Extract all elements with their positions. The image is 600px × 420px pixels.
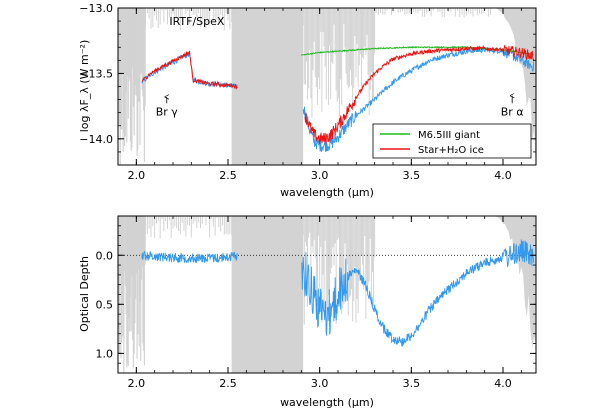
top-panel: 2.0 2.5 3.0 3.5 4.0 −14.0 −13.5 −13.0 wavelengt… (78, 2, 537, 199)
br-alpha-label: Br α (501, 105, 524, 118)
y-tick-label: 1.0 (96, 347, 114, 360)
x-tick-label: 2.5 (219, 377, 237, 390)
y-tick-label: −14.0 (79, 133, 113, 146)
series-line-optical-depth (141, 250, 238, 264)
x-tick-label: 2.0 (128, 169, 146, 182)
x-tick-label: 3.5 (403, 377, 421, 390)
x-tick-label: 3.5 (403, 169, 421, 182)
bottom-y-axis-label: Optical Depth (78, 256, 91, 332)
x-tick-label: 4.0 (494, 169, 512, 182)
x-tick-label: 3.0 (311, 377, 329, 390)
telluric-absorption-band-top (118, 8, 536, 165)
top-x-axis-label: wavelength (μm) (280, 186, 374, 199)
legend-label-ice: Star+H₂O ice (418, 145, 484, 156)
x-tick-label: 3.0 (311, 169, 329, 182)
x-tick-label: 2.0 (128, 377, 146, 390)
legend-box (372, 123, 532, 159)
irtf-spex-label: IRTF/SpeX (169, 15, 225, 28)
telluric-wedge (493, 216, 536, 373)
br-gamma-label: Br γ (156, 105, 179, 118)
series-line-star-h-o-ice (141, 50, 238, 90)
y-tick-label: −13.5 (79, 67, 113, 80)
telluric-wedge (493, 8, 536, 165)
bottom-panel: 2.0 2.5 3.0 3.5 4.0 0.0 0.5 1.0 wavelength (μm)… (78, 215, 537, 409)
bottom-x-axis-label: wavelength (μm) (280, 396, 374, 409)
legend: M6.5III giant Star+H₂O ice (372, 123, 532, 159)
legend-label-giant: M6.5III giant (418, 130, 480, 141)
telluric-band (231, 216, 304, 373)
x-tick-label: 2.5 (219, 169, 237, 182)
y-tick-label: 0.5 (96, 298, 114, 311)
y-tick-label: −13.0 (79, 2, 113, 15)
series-line-optical-depth (300, 239, 535, 347)
telluric-absorption-band-bottom (118, 216, 536, 373)
telluric-band (231, 8, 304, 165)
series-line-star-h-o-ice (304, 44, 535, 145)
y-tick-label: 0.0 (96, 249, 114, 262)
top-y-axis-label: log λF_λ (W m⁻²) (78, 40, 91, 133)
x-tick-label: 4.0 (494, 377, 512, 390)
